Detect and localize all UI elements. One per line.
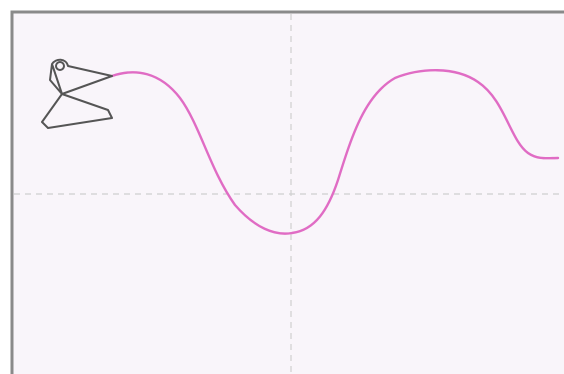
plot-frame — [10, 10, 564, 374]
plotted-curve — [110, 69, 560, 235]
pen-lower-arm — [41, 93, 113, 129]
pen-icon — [41, 58, 113, 129]
plot-area — [12, 12, 564, 374]
pen-hinge — [49, 63, 63, 95]
pen-upper-arm — [51, 58, 113, 95]
pen-pivot — [55, 61, 65, 71]
